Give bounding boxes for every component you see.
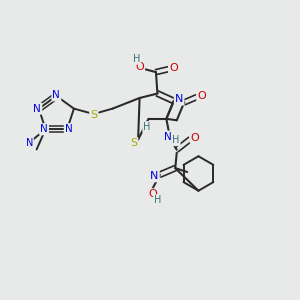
Text: O: O — [148, 189, 157, 199]
Text: O: O — [169, 63, 178, 73]
Text: H: H — [143, 122, 151, 132]
Text: N: N — [150, 171, 159, 181]
Text: O: O — [197, 91, 206, 100]
Text: S: S — [130, 138, 137, 148]
Text: N: N — [175, 94, 183, 104]
Text: O: O — [135, 62, 144, 72]
Text: H: H — [154, 195, 161, 205]
Text: N: N — [65, 124, 73, 134]
Text: N: N — [164, 132, 172, 142]
Text: N: N — [40, 124, 48, 134]
Text: S: S — [90, 110, 98, 121]
Text: N: N — [26, 138, 33, 148]
Text: N: N — [34, 103, 41, 114]
Text: H: H — [172, 135, 179, 145]
Text: H: H — [133, 54, 140, 64]
Text: N: N — [52, 90, 60, 100]
Text: O: O — [191, 133, 200, 143]
